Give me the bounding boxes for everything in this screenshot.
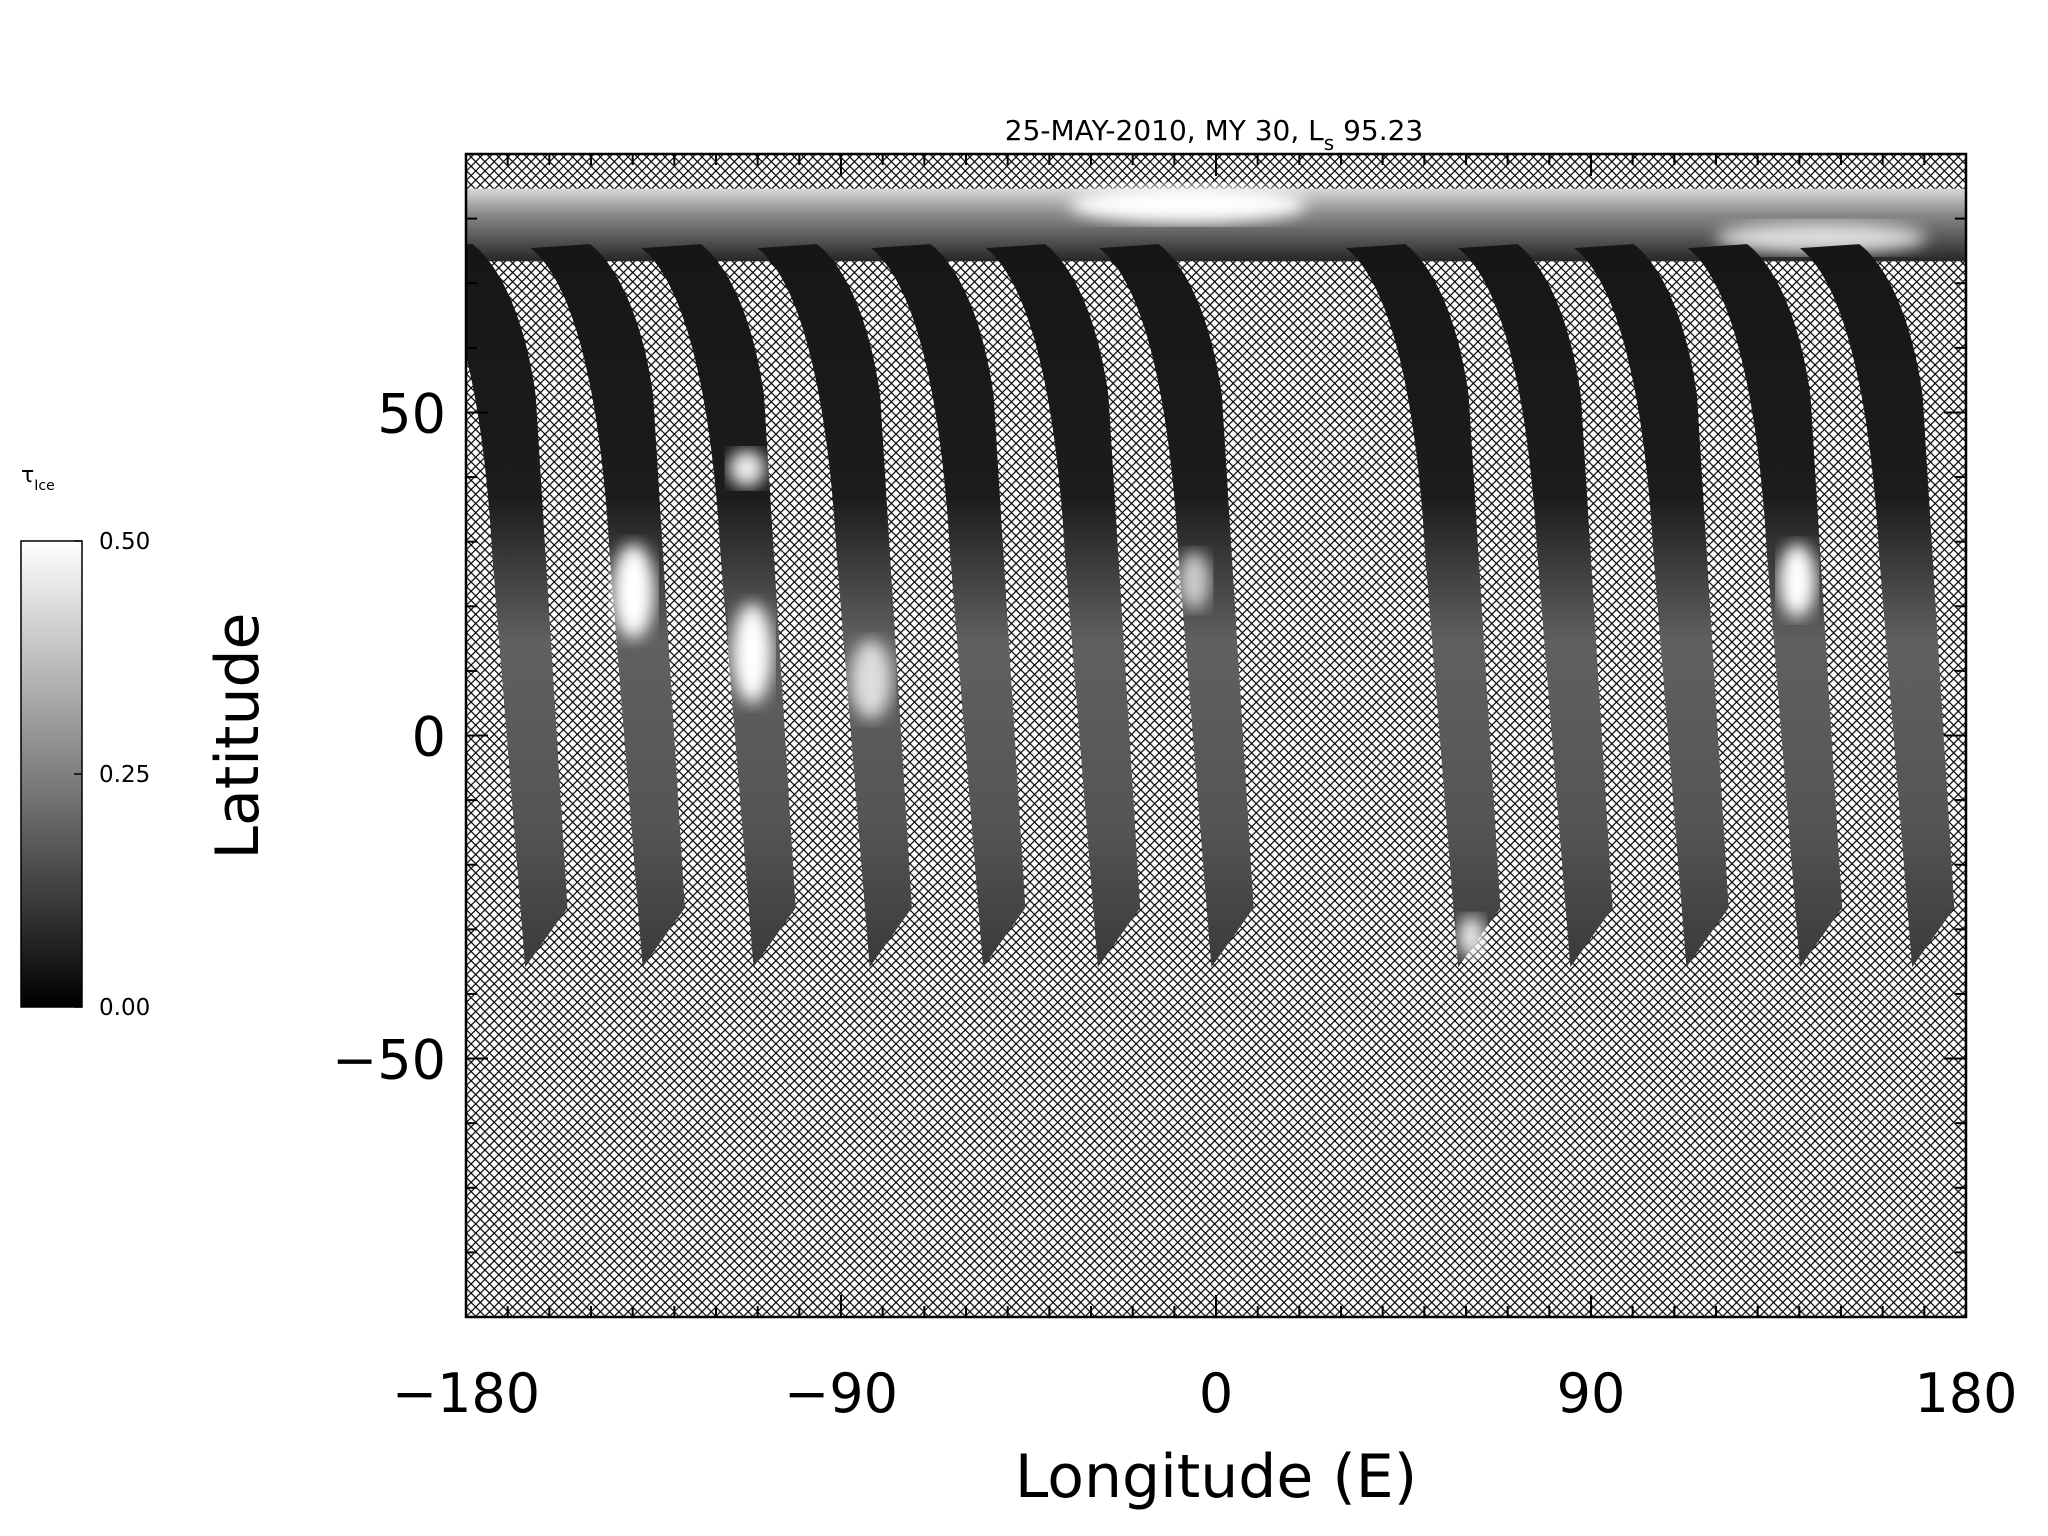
swath: [757, 244, 912, 968]
colorbar: [20, 540, 83, 1008]
colorbar-label-subscript: Ice: [34, 478, 54, 494]
bright-patch: [1068, 186, 1307, 224]
bright-patch: [728, 449, 766, 487]
swath: [1687, 244, 1843, 968]
bright-patch: [849, 640, 893, 720]
swath: [1345, 244, 1501, 968]
title-text: 25-MAY-2010, MY 30, L: [1005, 114, 1324, 147]
colorbar-tick-label: 0.25: [99, 762, 150, 788]
swath: [1458, 244, 1613, 968]
swath: [465, 244, 568, 968]
chart-title: 25-MAY-2010, MY 30, Ls 95.23: [1005, 114, 1424, 155]
swath: [1799, 244, 1955, 968]
y-tick-label: 50: [377, 382, 446, 445]
swath: [641, 244, 796, 968]
x-tick-label: 180: [1914, 1362, 2017, 1425]
swath: [1574, 244, 1729, 968]
bright-patch: [612, 543, 655, 639]
x-tick-label: 0: [1199, 1362, 1233, 1425]
x-axis-label: Longitude (E): [1015, 1442, 1417, 1512]
x-tick-label: 90: [1557, 1362, 1626, 1425]
x-tick-label: −90: [784, 1362, 898, 1425]
title-text: 95.23: [1334, 114, 1423, 147]
bright-patch: [1458, 915, 1485, 959]
swath: [985, 244, 1141, 968]
y-tick-label: 0: [412, 706, 446, 769]
bright-patch: [732, 603, 772, 704]
x-tick-label: −180: [392, 1362, 540, 1425]
bright-patch: [1778, 543, 1816, 618]
bright-patch: [1715, 221, 1927, 254]
swath: [870, 244, 1026, 968]
title-subscript: s: [1324, 131, 1334, 155]
swaths: [465, 244, 1955, 968]
colorbar-label-symbol: τ: [21, 463, 34, 488]
colorbar-tick-label: 0.00: [99, 995, 150, 1021]
bright-patch: [1178, 551, 1211, 610]
colorbar-tick-label: 0.50: [99, 529, 150, 555]
swath: [530, 244, 685, 968]
map-image: [465, 154, 1967, 1317]
y-axis-label: Latitude: [203, 613, 273, 860]
swath: [1099, 244, 1254, 968]
y-tick-label: −50: [332, 1029, 446, 1092]
colorbar-label: τIce: [21, 463, 55, 494]
